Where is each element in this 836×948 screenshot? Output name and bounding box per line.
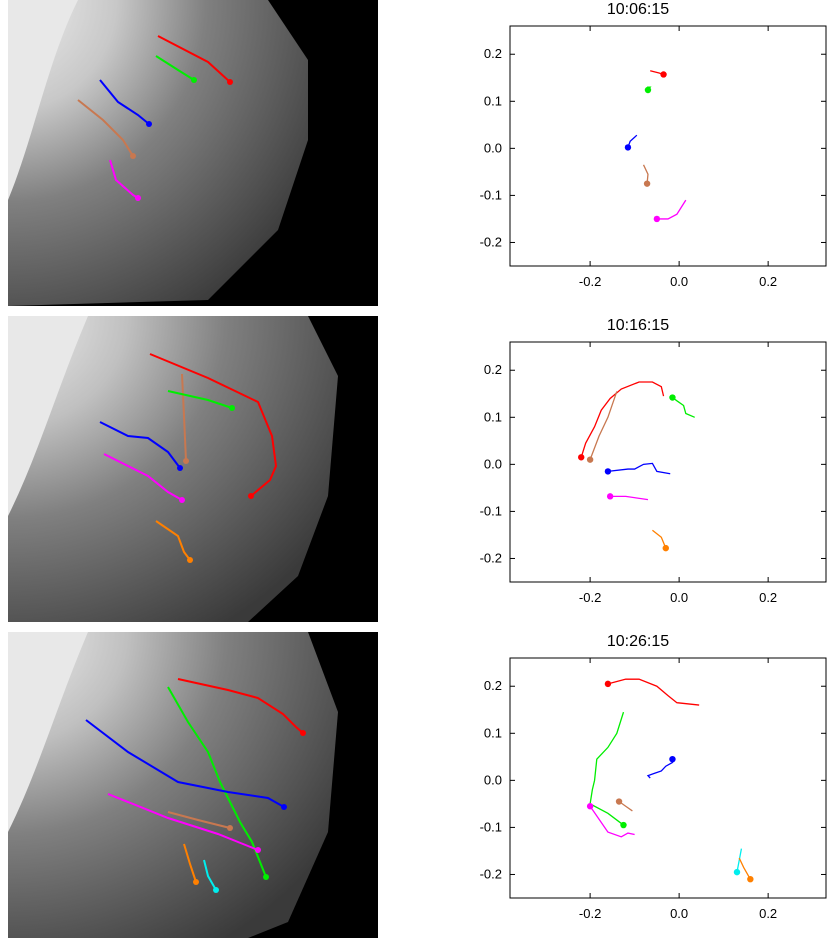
series-line-magenta <box>610 495 649 501</box>
image-panel-2-loops <box>99 353 278 561</box>
series-line-orange <box>652 529 667 549</box>
plot-1: 10:06:15 -0.2 0.0 0.2 0.2 0.1 0.0 -0.1 -0.2 <box>440 0 836 316</box>
y-tick-label: -0.1 <box>480 819 502 834</box>
plot-frame <box>509 25 827 267</box>
series-point-cyan <box>733 868 741 876</box>
series-point-orange <box>747 875 754 883</box>
y-tick-label: 0.1 <box>484 409 502 424</box>
y-tick-label: 0.2 <box>484 678 502 693</box>
series-point-green <box>644 86 652 94</box>
series-point-red <box>660 71 667 78</box>
series-line-sienna <box>589 391 618 460</box>
series-point-red <box>578 454 585 461</box>
series-point-red <box>604 680 612 688</box>
x-tick-label: 0.0 <box>670 274 688 289</box>
y-tick-label: -0.1 <box>480 503 502 518</box>
series-point-blue <box>624 144 632 151</box>
series-point-sienna <box>643 180 651 187</box>
series-line-cyan <box>736 848 743 873</box>
y-tick-label: 0.2 <box>484 362 502 377</box>
series-point-blue <box>604 468 612 475</box>
x-tick-label: 0.2 <box>759 906 777 921</box>
image-panel-1 <box>8 0 378 306</box>
series-point-sienna <box>615 798 623 805</box>
plot-2-title: 10:16:15 <box>606 317 670 334</box>
y-tick-label: -0.1 <box>480 187 502 202</box>
series-line-magenta <box>589 805 635 838</box>
series-line-orange <box>738 857 751 880</box>
plot-frame <box>509 341 827 583</box>
series-line-red <box>580 381 665 458</box>
y-tick-label: 0.0 <box>484 772 502 787</box>
plot-1-title: 10:06:15 <box>606 1 670 18</box>
series-line-blue <box>607 462 671 475</box>
y-tick-label: -0.2 <box>480 866 502 881</box>
series-point-green <box>669 394 676 401</box>
series-line-magenta <box>656 199 687 220</box>
series-point-blue <box>669 755 676 763</box>
image-panel-3-svg <box>8 632 378 938</box>
series-line-red <box>607 678 700 706</box>
plot-1-svg: -0.2 0.0 0.2 0.2 0.1 0.0 -0.1 -0.2 <box>480 25 827 289</box>
series-point-magenta <box>653 215 661 223</box>
x-tick-label: 0.0 <box>670 590 688 605</box>
series-line-blue <box>646 759 674 779</box>
x-tick-label: 0.2 <box>759 274 777 289</box>
plot-3-title: 10:26:15 <box>606 633 670 650</box>
image-panel-3 <box>8 632 378 938</box>
image-panel-2-markers <box>177 405 254 563</box>
series-line-green <box>672 397 695 418</box>
y-tick-label: -0.2 <box>480 234 502 249</box>
y-tick-label: 0.0 <box>484 140 502 155</box>
image-panel-1-svg <box>8 0 378 306</box>
image-panel-1-markers <box>130 77 233 201</box>
y-tick-label: 0.2 <box>484 46 502 61</box>
x-tick-label: 0.0 <box>670 906 688 921</box>
series-point-sienna <box>586 456 594 463</box>
plot-3: 10:26:15 -0.2 0.0 0.2 0.2 0.1 0.0 -0.1 -0.2 <box>440 632 836 948</box>
x-tick-label: -0.2 <box>579 274 601 289</box>
image-panel-2 <box>8 316 378 622</box>
x-tick-label: -0.2 <box>579 906 601 921</box>
series-point-orange <box>662 544 669 552</box>
plot-3-svg: -0.2 0.0 0.2 0.2 0.1 0.0 -0.1 -0.2 <box>480 657 827 921</box>
series-point-magenta <box>606 493 614 500</box>
y-tick-label: -0.2 <box>480 550 502 565</box>
plot-2: 10:16:15 -0.2 0.0 0.2 0.2 0.1 0.0 -0.1 -0.2 <box>440 316 836 632</box>
image-panel-1-loops <box>77 35 231 199</box>
y-tick-label: 0.0 <box>484 456 502 471</box>
image-panel-2-svg <box>8 316 378 622</box>
plot-frame <box>509 657 827 899</box>
x-tick-label: -0.2 <box>579 590 601 605</box>
series-line-green <box>589 711 625 826</box>
image-panel-3-loops <box>85 678 304 891</box>
series-point-magenta <box>586 803 594 810</box>
image-panel-3-markers <box>193 730 306 893</box>
x-tick-label: 0.2 <box>759 590 777 605</box>
plot-2-svg: -0.2 0.0 0.2 0.2 0.1 0.0 -0.1 -0.2 <box>480 341 827 605</box>
series-point-green <box>620 821 627 829</box>
y-tick-label: 0.1 <box>484 93 502 108</box>
y-tick-label: 0.1 <box>484 725 502 740</box>
